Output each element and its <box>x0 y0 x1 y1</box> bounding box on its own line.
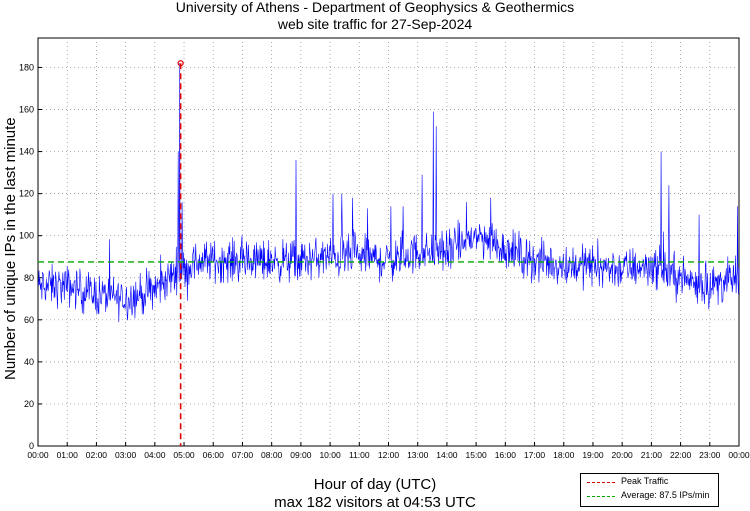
x-tick-label: 04:00 <box>144 450 166 460</box>
x-tick-label: 05:00 <box>173 450 195 460</box>
y-tick-label: 40 <box>24 357 34 367</box>
x-tick-label: 18:00 <box>553 450 575 460</box>
y-axis-label: Number of unique IPs in the last minute <box>2 117 19 380</box>
y-tick-label: 80 <box>24 273 34 283</box>
y-tick-label: 60 <box>24 315 34 325</box>
x-tick-label: 22:00 <box>670 450 692 460</box>
y-tick-label: 20 <box>24 399 34 409</box>
x-tick-label: 11:00 <box>349 450 370 460</box>
y-tick-label: 100 <box>19 231 34 241</box>
x-tick-label: 08:00 <box>261 450 283 460</box>
y-tick-label: 160 <box>19 105 34 115</box>
x-tick-label: 15:00 <box>465 450 487 460</box>
x-tick-label: 14:00 <box>436 450 458 460</box>
x-tick-label: 21:00 <box>641 450 663 460</box>
x-tick-label: 17:00 <box>524 450 546 460</box>
y-tick-label: 0 <box>29 441 34 451</box>
chart-title-line2: web site traffic for 27-Sep-2024 <box>277 16 473 32</box>
legend-label-peak: Peak Traffic <box>621 476 669 486</box>
y-tick-label: 180 <box>19 62 34 72</box>
legend-label-average: Average: 87.5 IPs/min <box>621 490 710 500</box>
x-tick-label: 00:00 <box>728 450 750 460</box>
x-axis-label: Hour of day (UTC) <box>313 476 437 493</box>
x-tick-label: 07:00 <box>232 450 254 460</box>
x-tick-label: 10:00 <box>319 450 341 460</box>
y-tick-label: 140 <box>19 147 34 157</box>
x-tick-label: 23:00 <box>699 450 721 460</box>
chart-title-line1: University of Athens - Department of Geo… <box>175 0 575 15</box>
x-tick-label: 03:00 <box>115 450 137 460</box>
x-tick-label: 19:00 <box>582 450 604 460</box>
x-tick-label: 06:00 <box>203 450 225 460</box>
legend-swatch-average <box>587 496 615 497</box>
x-tick-label: 01:00 <box>57 450 79 460</box>
x-tick-label: 02:00 <box>86 450 108 460</box>
x-tick-label: 09:00 <box>290 450 312 460</box>
x-tick-label: 00:00 <box>27 450 49 460</box>
x-tick-label: 20:00 <box>612 450 634 460</box>
peak-marker <box>177 60 184 67</box>
traffic-series-line <box>37 63 740 323</box>
legend: Peak Traffic Average: 87.5 IPs/min <box>580 473 719 507</box>
x-tick-label: 16:00 <box>495 450 517 460</box>
x-tick-label: 12:00 <box>378 450 400 460</box>
chart-subtitle: max 182 visitors at 04:53 UTC <box>274 494 476 511</box>
y-tick-label: 120 <box>19 189 34 199</box>
legend-swatch-peak <box>587 482 615 483</box>
x-tick-label: 13:00 <box>407 450 429 460</box>
